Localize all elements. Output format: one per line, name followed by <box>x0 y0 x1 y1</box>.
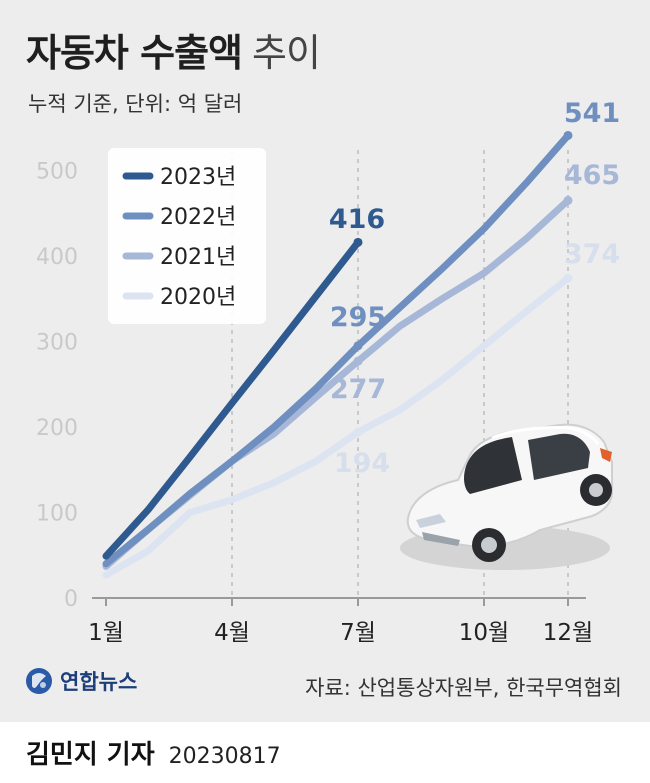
series-lines <box>102 131 572 579</box>
series-line <box>102 131 572 568</box>
legend-label: 2020년 <box>160 285 236 310</box>
yonhap-globe-icon <box>26 668 52 694</box>
car-rear-hub <box>589 483 603 497</box>
car-grille <box>422 532 460 546</box>
source-note: 자료: 산업통상자원부, 한국무역협회 <box>305 676 622 700</box>
end-point <box>353 237 363 247</box>
mid-point <box>353 341 363 351</box>
yonhap-logo: 연합뉴스 <box>24 666 137 696</box>
series-points <box>353 130 573 437</box>
end-value-label: 416 <box>329 204 385 235</box>
x-tick-label: 4월 <box>214 620 250 646</box>
infographic-card: 자동차 수출액 추이 누적 기준, 단위: 억 달러 0 100 200 300 400 5… <box>0 0 650 722</box>
publish-date: 20230817 <box>168 744 281 769</box>
x-tick-label: 12월 <box>543 620 593 646</box>
series-line <box>102 238 362 560</box>
y-tick-label: 300 <box>36 331 78 356</box>
legend-label: 2023년 <box>160 165 236 190</box>
x-tick-label: 7월 <box>340 620 376 646</box>
legend: 2023년 2022년 2021년 2020년 <box>108 148 266 324</box>
mid-value-label: 277 <box>330 374 386 405</box>
page-title: 자동차 수출액 추이 <box>26 22 321 77</box>
series-line <box>102 274 572 579</box>
logo-text: 연합뉴스 <box>60 670 138 694</box>
x-tick-label: 1월 <box>88 620 124 646</box>
car-front-hub <box>481 537 497 553</box>
y-tick-label: 200 <box>36 416 78 441</box>
car-illustration <box>400 423 613 570</box>
legend-label: 2021년 <box>160 245 236 270</box>
byline: 김민지 기자 20230817 <box>26 734 281 771</box>
car-windshield <box>464 437 522 494</box>
mid-value-label: 194 <box>334 448 390 479</box>
end-point <box>563 130 573 140</box>
car-headlight <box>416 514 446 528</box>
legend-label: 2022년 <box>160 205 236 230</box>
x-axis: 1월 4월 7월 10월 12월 <box>88 597 593 646</box>
car-roof-highlight <box>491 426 600 445</box>
y-tick-label: 500 <box>36 160 78 185</box>
mid-point <box>353 356 363 366</box>
car-side-window <box>528 433 590 480</box>
y-tick-label: 400 <box>36 245 78 270</box>
chart-subtitle: 누적 기준, 단위: 억 달러 <box>28 92 243 116</box>
end-value-label: 465 <box>564 160 620 191</box>
end-value-label: 541 <box>564 98 620 129</box>
y-tick-label: 0 <box>64 587 78 612</box>
end-value-label: 374 <box>564 239 620 270</box>
y-tick-label: 100 <box>36 502 78 527</box>
y-axis: 0 100 200 300 400 500 <box>36 160 78 613</box>
car-tail-light <box>600 448 612 462</box>
title-bold: 자동차 수출액 <box>26 31 243 75</box>
mid-value-label: 295 <box>330 302 386 333</box>
value-labels: 416 541 295 465 277 374 194 <box>329 98 620 479</box>
author: 김민지 기자 <box>26 740 155 770</box>
title-light: 추이 <box>252 31 321 75</box>
mid-point <box>353 427 363 437</box>
end-point <box>563 273 573 283</box>
x-tick-label: 10월 <box>459 620 509 646</box>
legend-box <box>108 148 266 324</box>
end-point <box>563 195 573 205</box>
